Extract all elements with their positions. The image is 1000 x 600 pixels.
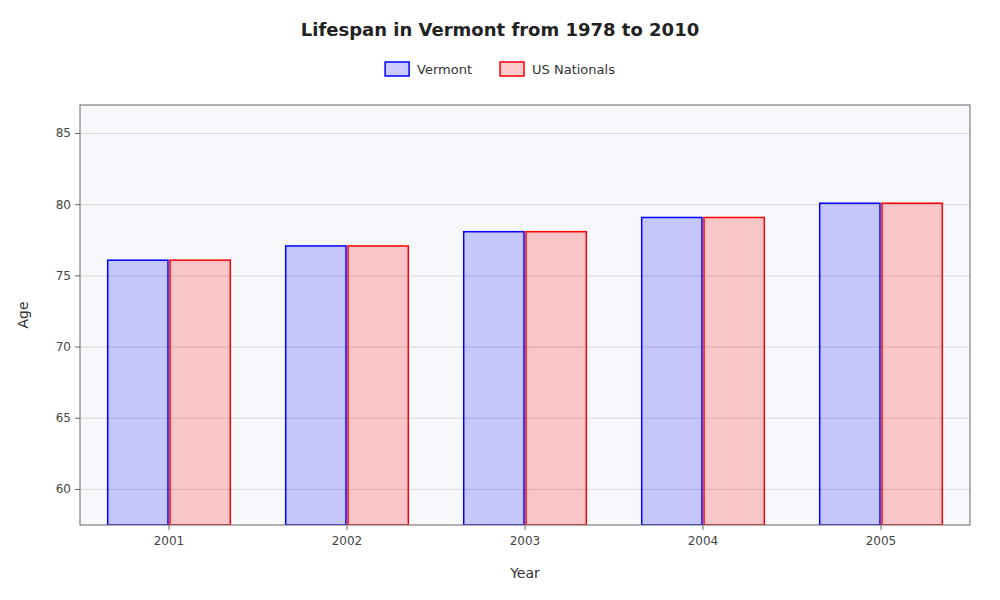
bar (170, 260, 230, 525)
legend-swatch (500, 62, 524, 76)
y-tick-label: 70 (56, 340, 71, 354)
bars (108, 203, 943, 525)
chart: 60 65 70 75 80 85 2001 2002 2003 2004 2005 Year Age L… (0, 0, 1000, 600)
bar (464, 232, 524, 525)
title: Lifespan in Vermont from 1978 to 2010 (301, 19, 699, 40)
x-tick (881, 525, 882, 530)
legend-item: Vermont (385, 62, 472, 77)
bar (642, 217, 702, 525)
y-tick-label: 65 (56, 411, 71, 425)
bar (820, 203, 880, 525)
x-axis-label: Year (509, 565, 540, 581)
y-tick (75, 347, 80, 348)
x-tick-label: 2004 (688, 534, 719, 548)
legend-swatch (385, 62, 409, 76)
y-tick (75, 418, 80, 419)
bar (108, 260, 168, 525)
bar (882, 203, 942, 525)
x-tick-label: 2005 (866, 534, 897, 548)
bar (526, 232, 586, 525)
y-tick (75, 133, 80, 134)
grid-line (80, 133, 970, 134)
y-tick (75, 489, 80, 490)
x-tick (703, 525, 704, 530)
legend-item: US Nationals (500, 62, 615, 77)
legend-label: US Nationals (532, 62, 615, 77)
x-tick-label: 2003 (510, 534, 541, 548)
x-tick (169, 525, 170, 530)
y-tick-label: 85 (56, 126, 71, 140)
bar (286, 246, 346, 525)
y-tick (75, 275, 80, 276)
y-tick-label: 80 (56, 198, 71, 212)
x-tick-label: 2001 (154, 534, 185, 548)
y-tick-label: 60 (56, 482, 71, 496)
legend: Vermont US Nationals (385, 62, 615, 77)
bar (348, 246, 408, 525)
y-tick-label: 75 (56, 269, 71, 283)
plot-frame (80, 105, 970, 525)
plot-area (80, 105, 970, 525)
x-tick-label: 2002 (332, 534, 363, 548)
x-tick (347, 525, 348, 530)
y-tick (75, 204, 80, 205)
bar (704, 217, 764, 525)
legend-label: Vermont (417, 62, 472, 77)
x-tick (525, 525, 526, 530)
y-axis-label: Age (15, 301, 31, 328)
